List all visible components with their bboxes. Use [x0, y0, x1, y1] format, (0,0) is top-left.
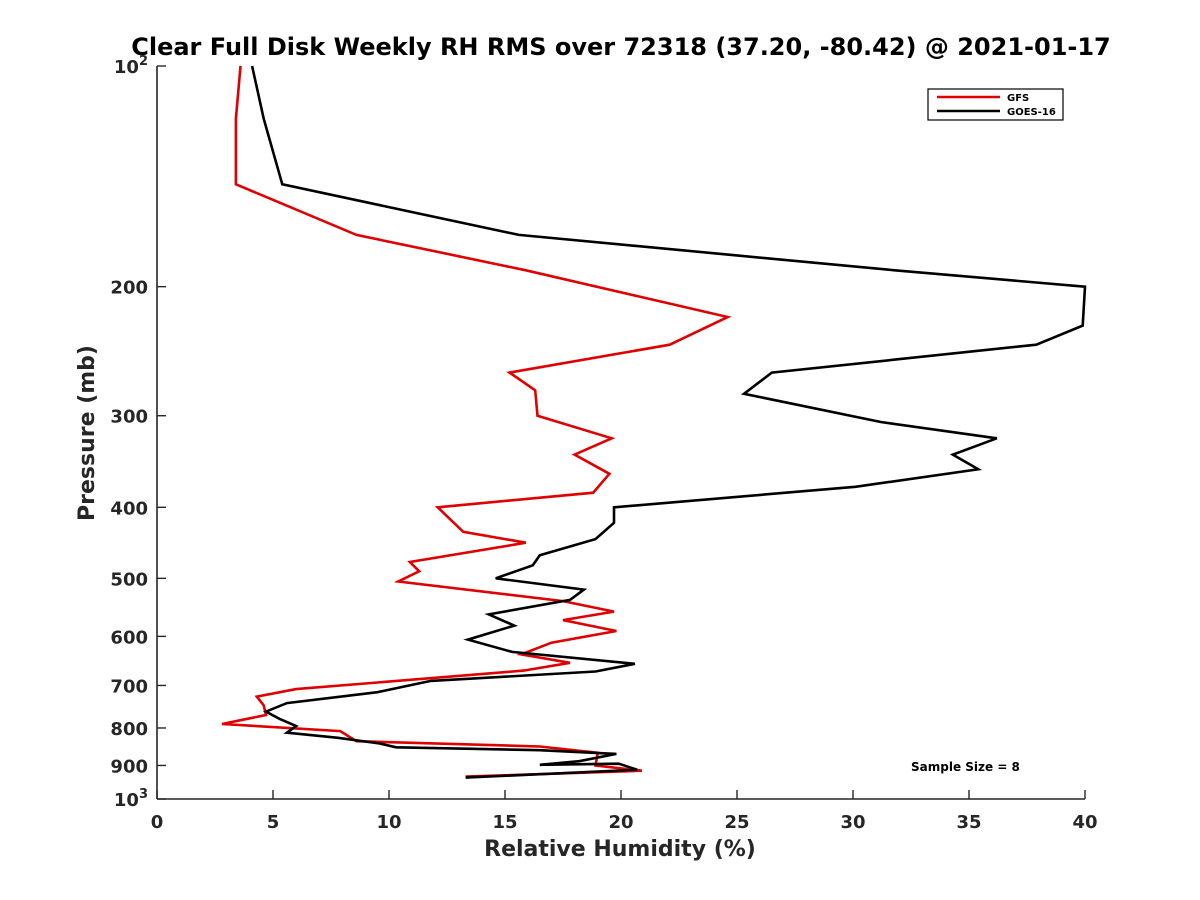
x-tick-label: 30 — [840, 812, 865, 833]
x-tick-label: 25 — [724, 812, 749, 833]
y-axis-label: Pressure (mb) — [75, 345, 100, 521]
y-tick-label: 300 — [110, 407, 148, 428]
x-tick-label: 10 — [376, 812, 401, 833]
axes: 0 5 10 15 20 25 30 35 40 102 200 300 400 500 600 700 800… — [110, 54, 1097, 833]
series-line-gfs — [221, 65, 732, 778]
x-axis-label: Relative Humidity (%) — [484, 837, 756, 862]
x-tick-label: 5 — [267, 812, 280, 833]
y-tick-label: 700 — [110, 676, 148, 697]
x-tick-label: 15 — [492, 812, 517, 833]
x-tick-label: 40 — [1072, 812, 1097, 833]
sample-size-annotation: Sample Size = 8 — [911, 760, 1020, 774]
y-tick-label: 800 — [110, 719, 148, 740]
y-tick-label: 400 — [110, 498, 148, 519]
legend-label-gfs: GFS — [1007, 93, 1029, 104]
y-tick-label: 500 — [110, 569, 148, 590]
x-tick-label: 35 — [956, 812, 981, 833]
x-tick-label: 0 — [151, 812, 164, 833]
y-tick-label: 200 — [110, 278, 148, 299]
series-line-goes16 — [250, 65, 1087, 779]
chart-title: Clear Full Disk Weekly RH RMS over 72318… — [131, 33, 1111, 61]
y-tick-label: 600 — [110, 627, 148, 648]
y-tick-label: 102 — [114, 54, 148, 78]
legend-box — [927, 88, 1064, 121]
y-tick-label: 103 — [114, 787, 148, 811]
legend-label-goes16: GOES-16 — [1007, 107, 1056, 118]
legend: GFS GOES-16 — [927, 88, 1064, 121]
y-tick-label: 900 — [110, 756, 148, 777]
x-tick-label: 20 — [608, 812, 633, 833]
series-layer — [221, 65, 1087, 779]
